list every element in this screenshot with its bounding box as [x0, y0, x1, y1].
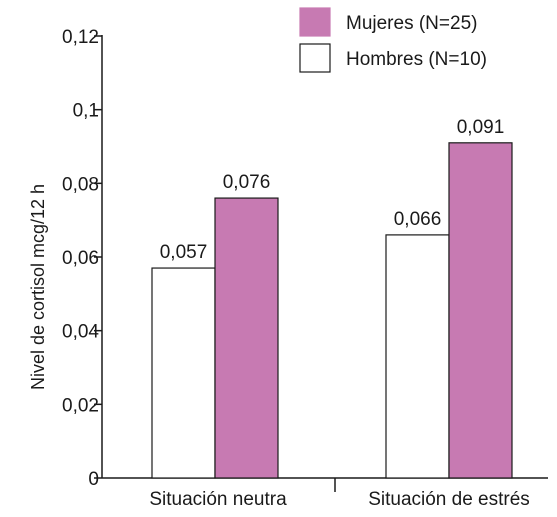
bar-value-label: 0,066 [394, 209, 442, 230]
x-category-label: Situación neutra [149, 489, 287, 510]
legend-swatch [299, 43, 331, 73]
y-tick-label: 0,08 [62, 174, 99, 195]
axes: 0 0,02 0,04 0,06 0,08 0,1 0,12 [62, 27, 548, 492]
bar [448, 142, 513, 479]
y-tick-label: 0 [88, 469, 99, 490]
y-tick-label: 0,06 [62, 248, 99, 269]
y-tick-label: 0,1 [73, 101, 99, 122]
bar [385, 234, 450, 479]
y-tick-label: 0,04 [62, 322, 99, 343]
labels: 0,057 0,076 Situación neutra 0,066 0,091 Situ… [149, 117, 529, 510]
y-tick-label: 0,12 [62, 27, 99, 48]
bar [151, 267, 216, 479]
legend: Mujeres (N=25) Hombres (N=10) [299, 7, 487, 73]
y-tick-label: 0,02 [62, 395, 99, 416]
y-axis-label: Nivel de cortisol mcg/12 h [28, 184, 48, 390]
legend-label: Mujeres (N=25) [346, 13, 477, 34]
bar-value-label: 0,091 [457, 117, 505, 138]
x-category-label: Situación de estrés [368, 489, 530, 510]
legend-swatch [299, 7, 331, 37]
legend-label: Hombres (N=10) [346, 49, 487, 70]
bars [151, 142, 513, 479]
bar [214, 197, 279, 479]
bar-value-label: 0,057 [160, 242, 208, 263]
bar-value-label: 0,076 [223, 172, 271, 193]
